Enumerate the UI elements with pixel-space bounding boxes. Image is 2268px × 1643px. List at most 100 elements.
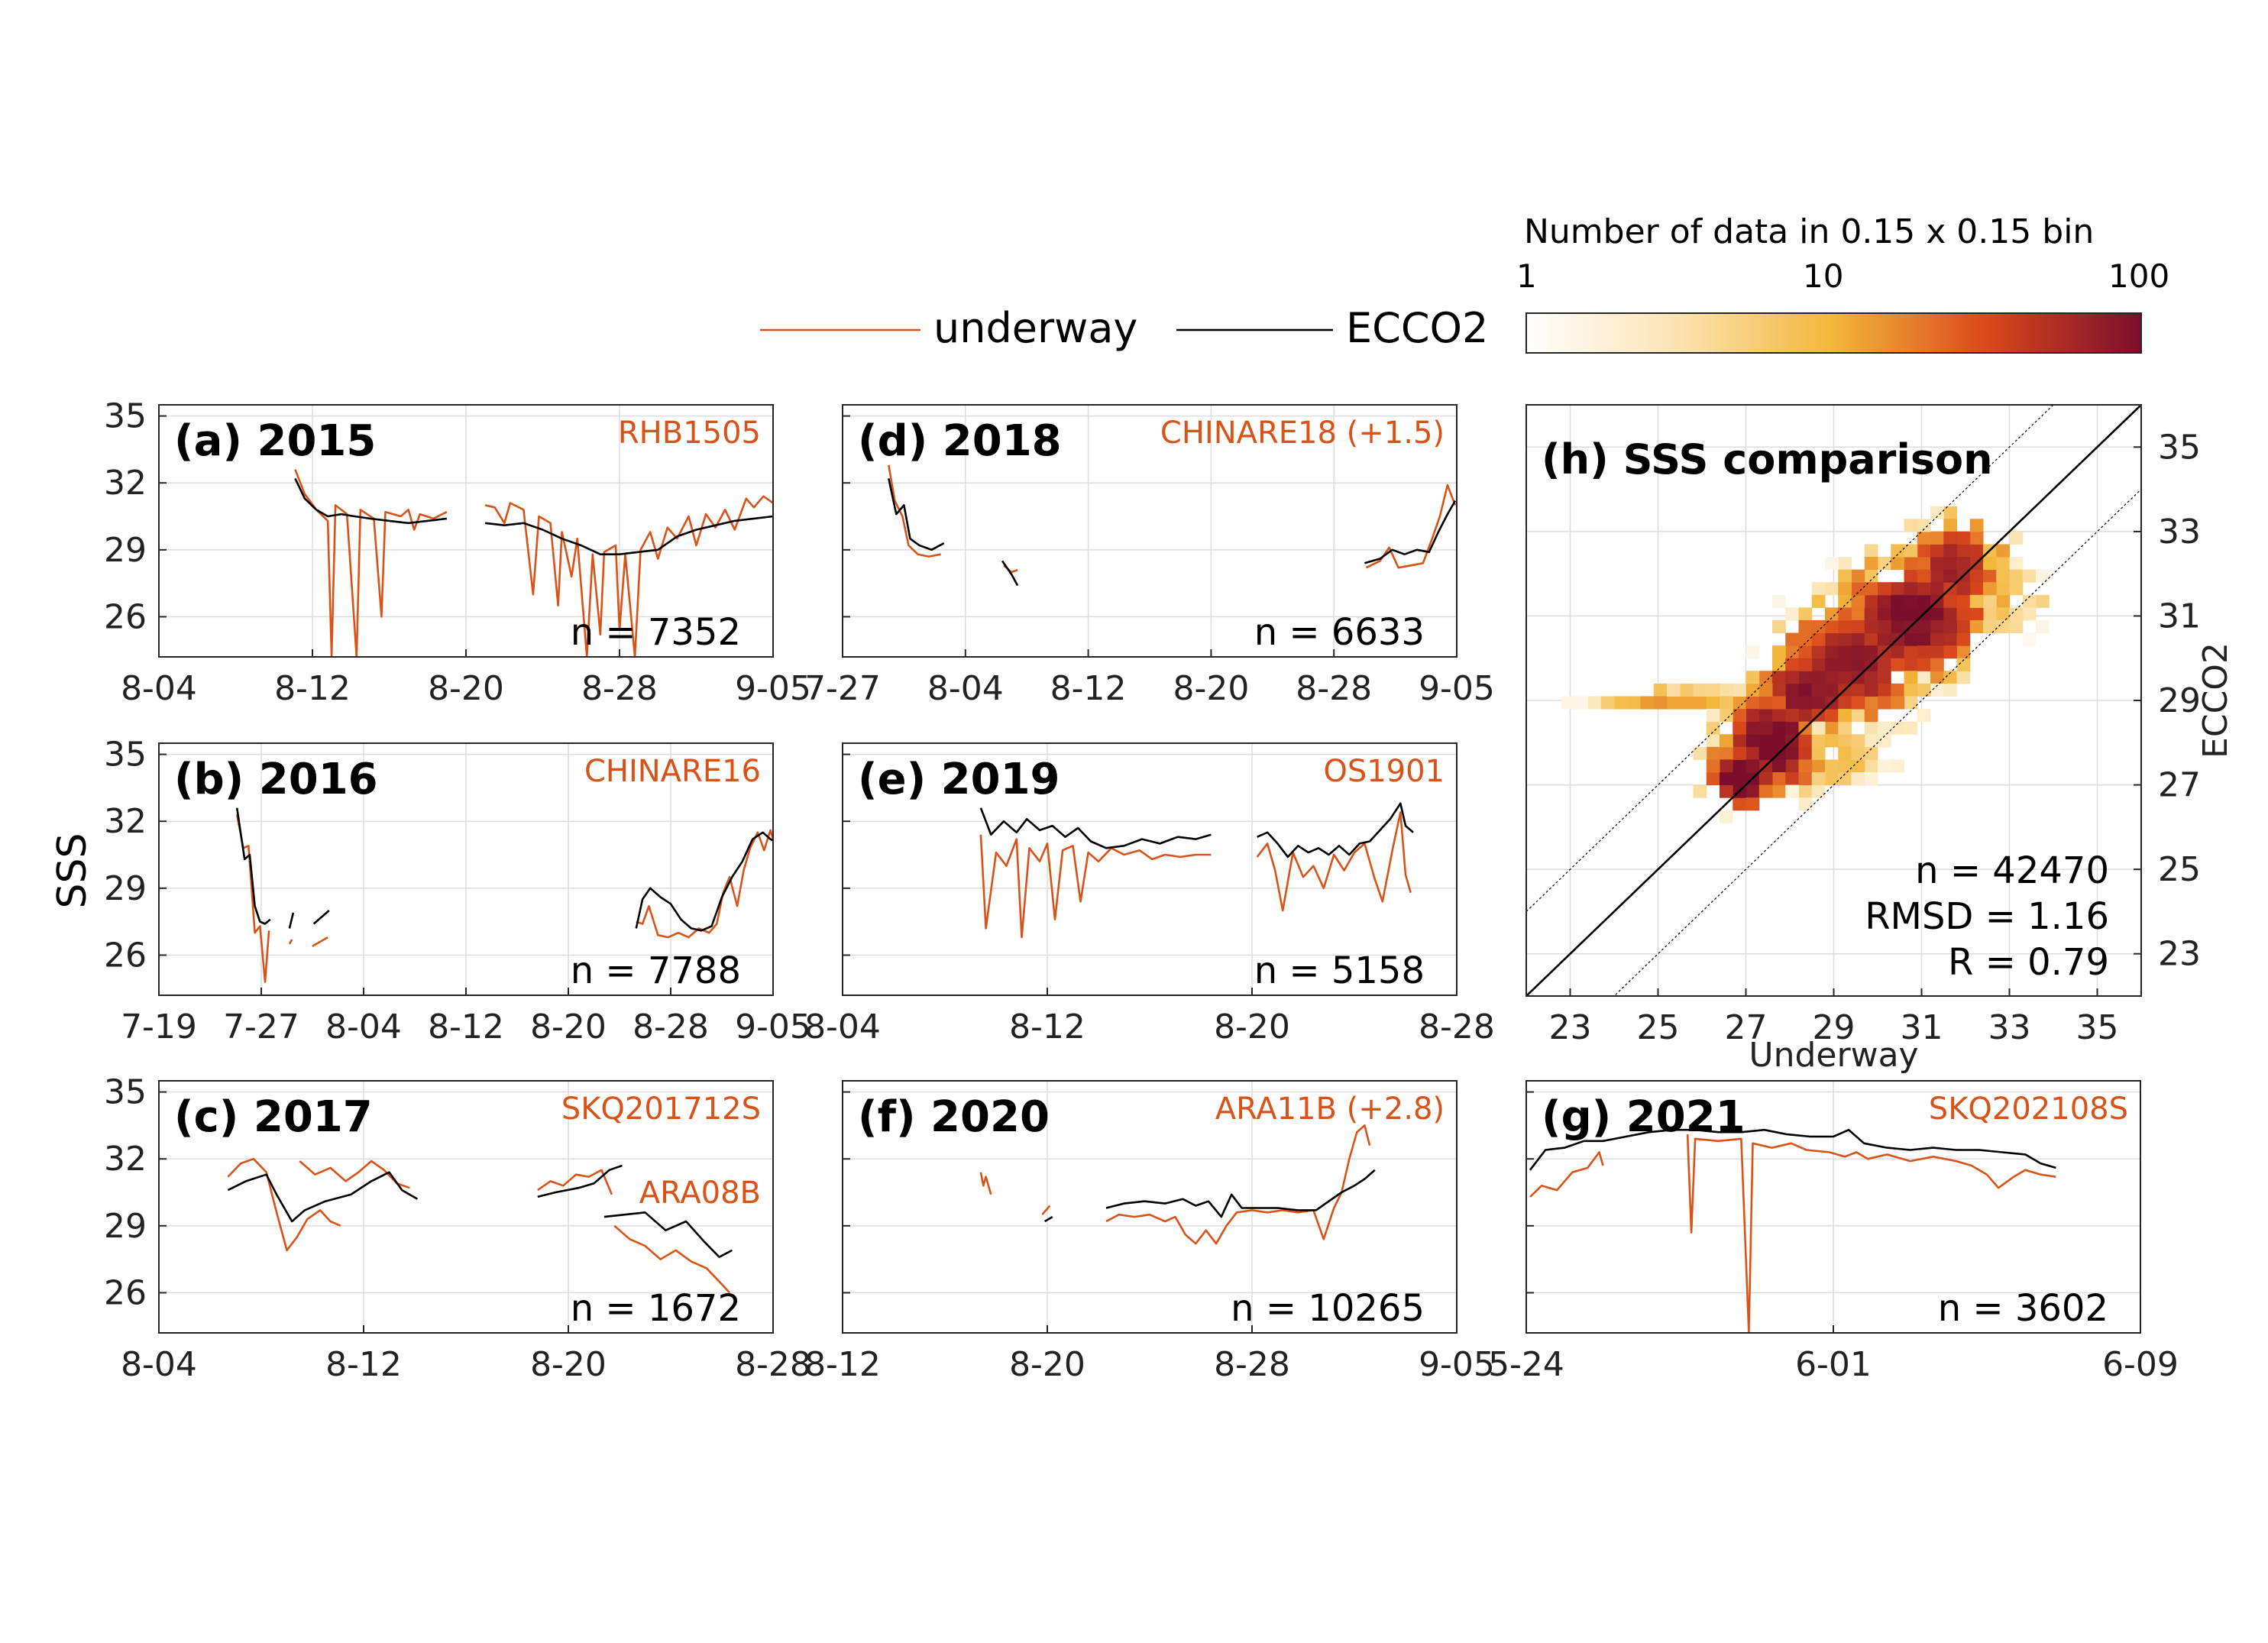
panel-title: (h) SSS comparison <box>1542 435 1993 484</box>
heatmap-cell <box>1758 671 1773 684</box>
underway-series-line <box>1041 1205 1051 1216</box>
heatmap-cell <box>1798 671 1813 684</box>
heatmap-cell <box>1917 632 1931 646</box>
heatmap-cell <box>1798 797 1813 811</box>
heatmap-cell <box>1733 734 1746 748</box>
heatmap-cell <box>1745 759 1760 773</box>
heatmap-cell <box>1720 746 1733 760</box>
heatmap-cell <box>1943 557 1957 571</box>
heatmap-cell <box>2022 594 2037 608</box>
heatmap-cell <box>1904 645 1918 659</box>
heatmap-cell <box>1917 658 1931 671</box>
heatmap-cell <box>1745 683 1760 697</box>
heatmap-cell <box>1956 594 1971 608</box>
offset-line <box>1613 489 2141 996</box>
heatmap-cell <box>1838 696 1852 710</box>
heatmap-cell <box>1864 734 1878 748</box>
heatmap-cell <box>1758 683 1773 697</box>
heatmap-cell <box>1785 645 1799 659</box>
x-tick-label: 8-04 <box>325 1007 402 1046</box>
heatmap-cell <box>1758 746 1773 760</box>
heatmap-cell <box>1904 594 1918 608</box>
heatmap-cell <box>1956 607 1971 621</box>
heatmap-cell <box>1745 746 1760 760</box>
panel-b: 26 29 32 35 7-19 7-27 8-04 8-12 8-20 8-28 9-05 (b) … <box>104 736 811 1046</box>
ecco2-series-line <box>312 910 330 925</box>
heatmap-cell <box>1864 721 1878 735</box>
x-tick-label: 8-12 <box>274 669 351 708</box>
heatmap-cell <box>1693 696 1707 710</box>
heatmap-cell <box>1851 759 1865 773</box>
stat-label: RMSD = 1.16 <box>1865 895 2109 938</box>
heatmap-cell <box>1864 607 1878 621</box>
heatmap-cell <box>1878 594 1891 608</box>
shared-y-axis-label: SSS <box>50 833 95 908</box>
heatmap-cell <box>1825 658 1839 671</box>
heatmap-cell <box>1917 569 1931 583</box>
heatmap-cell <box>1851 594 1865 608</box>
heatmap-cell <box>1745 671 1760 684</box>
heatmap-cell <box>1720 759 1733 773</box>
y-tick-label: 35 <box>2158 428 2201 467</box>
heatmap-cell <box>1956 582 1971 596</box>
heatmap-cell <box>1943 619 1957 634</box>
heatmap-cell <box>1785 784 1799 798</box>
heatmap-cell <box>1838 569 1852 583</box>
heatmap-cell <box>1956 632 1971 646</box>
x-tick-label: 33 <box>1988 1008 2031 1047</box>
y-tick-label: 33 <box>2158 513 2201 551</box>
heatmap-cell <box>1798 619 1813 634</box>
heatmap-cell <box>1574 696 1588 710</box>
heatmap-cell <box>1785 632 1799 646</box>
heatmap-cell <box>1904 696 1918 710</box>
underway-series-line <box>294 469 448 657</box>
y-tick-label: 26 <box>104 1273 147 1312</box>
heatmap-cell <box>1693 784 1707 798</box>
heatmap-cell <box>1733 797 1746 811</box>
heatmap-cell <box>1878 696 1891 710</box>
heatmap-cell <box>1864 569 1878 583</box>
heatmap-cell <box>1798 658 1813 671</box>
heatmap-cell <box>1758 721 1773 735</box>
underway-series-line <box>1686 1134 2056 1333</box>
heatmap-cell <box>1983 569 1997 583</box>
x-tick-label: 8-28 <box>633 1007 709 1046</box>
heatmap-cell <box>1653 683 1668 697</box>
heatmap-cell <box>1811 683 1826 697</box>
colorbar-tick-label: 100 <box>2108 257 2169 295</box>
heatmap-cell <box>1864 645 1878 659</box>
heatmap-cell <box>1811 746 1826 760</box>
heatmap-cell <box>1785 696 1799 710</box>
x-tick-label: 8-12 <box>325 1345 402 1384</box>
heatmap-cell <box>1851 569 1865 583</box>
heatmap-cell <box>1996 544 2010 558</box>
heatmap-cell <box>1772 645 1786 659</box>
heatmap-cell <box>1851 619 1865 634</box>
heatmap-cell <box>1878 582 1891 596</box>
heatmap-cell <box>1785 709 1799 723</box>
heatmap-cell <box>1917 594 1931 608</box>
heatmap-cell <box>1983 582 1997 596</box>
heatmap-cell <box>1851 658 1865 671</box>
heatmap-cell <box>1891 544 1904 558</box>
heatmap-cell <box>1943 645 1957 659</box>
heatmap-cell <box>1930 531 1944 545</box>
heatmap-cell <box>1825 734 1839 748</box>
underway-series-line <box>888 464 941 558</box>
heatmap-cell <box>1943 594 1957 608</box>
ecco2-series-line <box>603 1211 733 1258</box>
x-tick-label: 23 <box>1549 1008 1592 1047</box>
heatmap-cell <box>1878 619 1891 634</box>
plot-area <box>227 1157 733 1294</box>
x-tick-label: 8-20 <box>530 1345 607 1384</box>
heatmap-cell <box>1811 645 1826 659</box>
heatmap-cell <box>1693 746 1707 760</box>
y-tick-label: 35 <box>104 736 147 775</box>
heatmap-cell <box>2009 619 2024 634</box>
y-tick-label: 29 <box>2158 681 2201 720</box>
heatmap-cell <box>1943 683 1957 697</box>
axis-frame <box>158 1080 774 1334</box>
x-tick-label: 8-20 <box>530 1007 607 1046</box>
plot-area <box>1526 405 2141 996</box>
heatmap-cell <box>1983 619 1997 634</box>
